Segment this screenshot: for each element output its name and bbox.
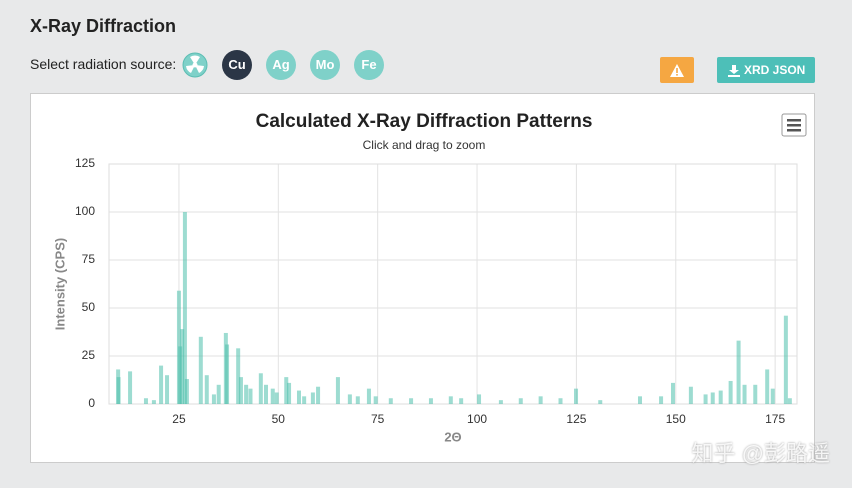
bar [428,398,433,404]
warning-button[interactable] [660,57,694,83]
bar [742,384,747,404]
x-tick-label: 75 [371,412,385,426]
y-tick-label: 100 [75,204,95,218]
bar [718,390,723,404]
bar [638,396,643,404]
bar [270,388,275,404]
download-icon [727,64,740,77]
source-button[interactable]: Mo [310,50,340,80]
bar [263,384,268,404]
bar [765,369,770,404]
bar [477,394,482,404]
bar [143,398,148,404]
json-button-label: XRD JSON [743,63,806,77]
bar [574,388,579,404]
bar [274,392,279,404]
y-tick-label: 75 [82,252,96,266]
chart: Calculated X-Ray Diffraction Patterns Cl… [52,111,807,444]
bar [688,386,693,404]
chart-panel: Calculated X-Ray Diffraction Patterns Cl… [30,93,815,463]
bar [498,400,503,404]
x-tick-label: 150 [666,412,686,426]
json-button[interactable]: XRD JSON [717,57,815,83]
bar [753,384,758,404]
bar [388,398,393,404]
menu-button[interactable] [781,113,807,137]
bar [216,384,221,404]
bar [296,390,301,404]
bar [670,382,675,404]
bar [787,398,792,404]
bar [225,344,230,404]
y-axis-label: Intensity (CPS) [52,238,67,330]
bar [159,365,164,404]
bar [180,329,185,404]
page-title: X-Ray Diffraction [30,16,177,36]
bar [538,396,543,404]
bar [244,384,249,404]
bar [736,340,741,404]
radiation-icon[interactable] [182,52,208,78]
watermark: 知乎 @彭路遥 [691,441,830,466]
bar [518,398,523,404]
y-tick-label: 0 [88,396,95,410]
x-tick-label: 50 [272,412,286,426]
bar [211,394,216,404]
bar [184,379,189,404]
bar [248,388,253,404]
bar [316,386,321,404]
chart-title: Calculated X-Ray Diffraction Patterns [256,111,593,132]
bar [459,398,464,404]
bar [198,336,203,404]
bar [598,400,603,404]
bar [728,380,733,404]
chart-subtitle: Click and drag to zoom [363,138,486,152]
bar [128,371,133,404]
y-tick-label: 50 [82,300,96,314]
bar [310,392,315,404]
bar [258,373,263,404]
x-tick-label: 100 [467,412,487,426]
source-button[interactable]: Ag [266,50,296,80]
bar [409,398,414,404]
bar [236,348,241,404]
bar [659,396,664,404]
bar [703,394,708,404]
source-button[interactable]: Cu [222,50,252,80]
bar [710,392,715,404]
source-label: Select radiation source: [30,56,177,72]
x-tick-label: 25 [172,412,186,426]
y-tick-label: 125 [75,156,95,170]
source-button[interactable]: Fe [354,50,384,80]
plot-border [108,163,798,405]
bar [366,388,371,404]
x-axis-label: 2Θ [444,429,461,444]
x-tick-label: 125 [566,412,586,426]
bar [284,377,289,404]
bar [165,375,170,404]
bar [558,398,563,404]
bar [151,400,156,404]
y-tick-label: 25 [82,348,96,362]
bar [770,388,775,404]
bar [287,382,292,404]
bar [355,396,360,404]
bar [347,394,352,404]
bar [204,375,209,404]
bar [238,377,243,404]
x-tick-label: 175 [765,412,785,426]
bar [335,377,340,404]
bar [448,396,453,404]
warning-icon [670,63,684,77]
bar [373,396,378,404]
bar [182,212,187,404]
bar [302,396,307,404]
bar [116,377,121,404]
bar [783,315,788,404]
